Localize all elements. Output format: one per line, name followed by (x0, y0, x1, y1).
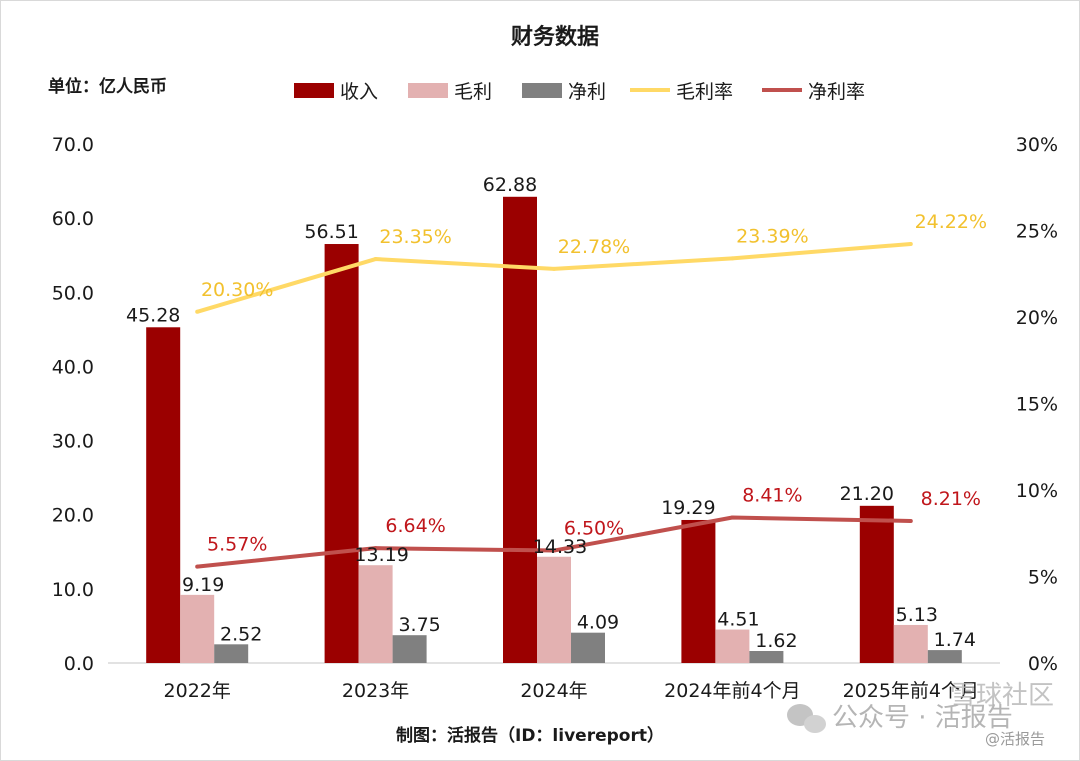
bar-value-label: 19.29 (661, 497, 715, 519)
wechat-icon (787, 704, 826, 733)
bar-revenue (146, 327, 181, 663)
net-margin-point (730, 515, 735, 520)
y-right-tick-label: 20% (1016, 307, 1058, 329)
bar-value-label: 45.28 (126, 304, 180, 326)
y-right-tick-label: 30% (1016, 134, 1058, 156)
watermark: 公众号 · 活报告 雪球社区 @活报告 (787, 681, 1054, 748)
y-left-tick-label: 0.0 (64, 653, 94, 675)
gross-margin-point (552, 266, 556, 271)
bar-value-label: 5.13 (896, 604, 938, 626)
bar-value-label: 13.19 (354, 544, 408, 566)
bar-revenue (503, 196, 537, 663)
watermark-handle: @活报告 (985, 730, 1045, 748)
gross-margin-label: 23.39% (736, 225, 808, 247)
axes: 0.0 10.0 20.0 30.0 40.0 50.0 60.0 70.0 0% 5% 10% 15… (52, 134, 1058, 702)
y-left-tick-label: 70.0 (52, 134, 94, 156)
watermark-main: 公众号 · 活报告 (832, 703, 1013, 733)
bar-net-profit (571, 632, 605, 663)
legend-swatch (522, 83, 562, 98)
legend-label: 毛利率 (676, 81, 733, 103)
unit-label: 单位：亿人民币 (48, 76, 167, 97)
bar-net-profit (214, 644, 249, 663)
bar-value-label: 2.52 (220, 623, 262, 645)
y-left-tick-label: 40.0 (52, 356, 94, 378)
y-right-tick-label: 15% (1016, 394, 1058, 416)
legend-label: 净利率 (808, 81, 865, 103)
net-margin-point (908, 518, 913, 523)
legend-swatch (294, 83, 334, 98)
bar-value-label: 4.09 (577, 612, 619, 634)
chart-title: 财务数据 (511, 24, 599, 50)
gross-margin-label: 20.30% (201, 279, 273, 301)
bar-gross-profit (537, 556, 571, 663)
net-margin-point (195, 564, 200, 569)
net-margin-point (373, 546, 378, 551)
bar-value-label: 62.88 (483, 174, 537, 196)
bar-revenue (681, 519, 716, 663)
bar-revenue (859, 505, 894, 663)
watermark-community: 雪球社区 (950, 681, 1054, 711)
y-left-tick-label: 10.0 (52, 579, 94, 601)
bar-value-label: 3.75 (398, 614, 440, 636)
legend-swatch (408, 83, 448, 98)
gross-margin-label: 23.35% (379, 226, 451, 248)
bar-value-label: 4.51 (717, 609, 759, 631)
bars (146, 196, 962, 663)
y-left-tick-label: 50.0 (52, 282, 94, 304)
net-margin-label: 6.50% (564, 518, 624, 540)
legend-label: 收入 (340, 81, 378, 103)
bar-value-label: 1.62 (755, 630, 797, 652)
bar-net-profit (927, 650, 962, 663)
data-labels: 45.28 56.51 62.88 19.29 21.20 9.19 13.19 14.33 4… (126, 174, 987, 652)
x-category-label: 2024年前4个月 (664, 680, 800, 702)
bar-value-label: 1.74 (934, 629, 976, 651)
legend: 收入 毛利 净利 毛利率 净利率 (294, 81, 865, 103)
net-margin-point (552, 548, 556, 553)
y-left-tick-label: 60.0 (52, 208, 94, 230)
bar-value-label: 21.20 (840, 483, 894, 505)
lines (195, 241, 913, 569)
gross-margin-line (196, 242, 911, 314)
y-right-tick-label: 0% (1028, 653, 1058, 675)
bar-value-label: 9.19 (182, 574, 224, 596)
x-category-label: 2023年 (342, 680, 409, 702)
gross-margin-point (908, 241, 913, 246)
x-category-label: 2022年 (164, 680, 231, 702)
net-margin-label: 5.57% (207, 534, 267, 556)
y-left-tick-label: 30.0 (52, 431, 94, 453)
y-right-tick-label: 25% (1016, 221, 1058, 243)
gross-margin-label: 22.78% (558, 236, 630, 258)
bar-revenue (324, 244, 359, 663)
y-right-tick-label: 5% (1028, 567, 1058, 589)
legend-label: 净利 (568, 81, 606, 103)
legend-label: 毛利 (454, 81, 492, 103)
y-left-tick-label: 20.0 (52, 505, 94, 527)
bar-value-label: 14.33 (533, 536, 587, 558)
bar-gross-profit (715, 629, 750, 663)
net-margin-label: 8.41% (742, 485, 802, 507)
x-category-label: 2024年 (520, 680, 587, 702)
bar-gross-profit (180, 594, 215, 663)
net-margin-label: 8.21% (921, 488, 981, 510)
gross-margin-point (373, 257, 378, 262)
bar-gross-profit (358, 565, 393, 663)
gross-margin-point (730, 256, 735, 261)
bar-net-profit (749, 650, 784, 663)
source-note: 制图：活报告（ID：livereport） (396, 725, 664, 746)
net-margin-label: 6.64% (385, 515, 445, 537)
y-right-tick-label: 10% (1016, 480, 1058, 502)
gross-margin-label: 24.22% (915, 211, 987, 233)
bar-value-label: 56.51 (304, 221, 358, 243)
x-category-label: 2025年前4个月 (843, 680, 979, 702)
gross-margin-point (195, 309, 200, 314)
bar-net-profit (392, 635, 427, 663)
bar-gross-profit (893, 624, 928, 663)
